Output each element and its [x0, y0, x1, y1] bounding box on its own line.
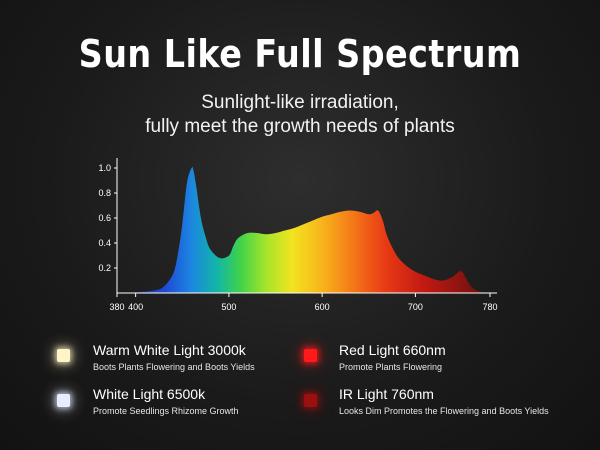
x-tick-label: 780	[482, 302, 497, 312]
subtitle-line-1: Sunlight-like irradiation,	[201, 92, 399, 113]
page-title: Sun Like Full Spectrum	[78, 32, 522, 76]
x-tick-label: 700	[408, 302, 423, 312]
legend-title-warm-white: Warm White Light 3000k	[93, 342, 246, 358]
y-tick-label: 0.4	[98, 238, 111, 248]
x-tick-label: 600	[315, 302, 330, 312]
subtitle-line-2: fully meet the growth needs of plants	[145, 116, 455, 137]
spectrum-area	[117, 167, 490, 293]
red-led-icon	[304, 349, 317, 362]
ir-led-icon	[304, 394, 317, 407]
white-led-icon	[57, 394, 70, 407]
x-tick-label: 500	[221, 302, 236, 312]
legend-title-ir: IR Light 760nm	[339, 386, 434, 402]
warm-white-led-icon	[57, 349, 70, 362]
y-tick-label: 1.0	[98, 163, 111, 173]
x-tick-label: 400	[128, 302, 143, 312]
legend-desc-red: Promote Plants Flowering	[339, 362, 443, 372]
legend-desc-ir: Looks Dim Promotes the Flowering and Boo…	[339, 406, 549, 416]
spectrum-chart: 380 400 500 600 700 780 0.2 0.4 0.6 0.8 1.0	[98, 163, 497, 312]
tick-group: 380 400 500 600 700 780 0.2 0.4 0.6 0.8 1.0	[98, 163, 497, 312]
x-tick-label: 380	[109, 302, 124, 312]
spectrum-area-group	[117, 167, 490, 293]
legend-desc-warm-white: Boots Plants Flowering and Boots Yields	[93, 362, 255, 372]
y-tick-label: 0.2	[98, 263, 111, 273]
legend-title-red: Red Light 660nm	[339, 342, 446, 358]
legend-title-white: White Light 6500k	[93, 386, 206, 402]
legend-desc-white: Promote Seedlings Rhizome Growth	[93, 406, 239, 416]
y-tick-label: 0.8	[98, 188, 111, 198]
y-tick-label: 0.6	[98, 213, 111, 223]
